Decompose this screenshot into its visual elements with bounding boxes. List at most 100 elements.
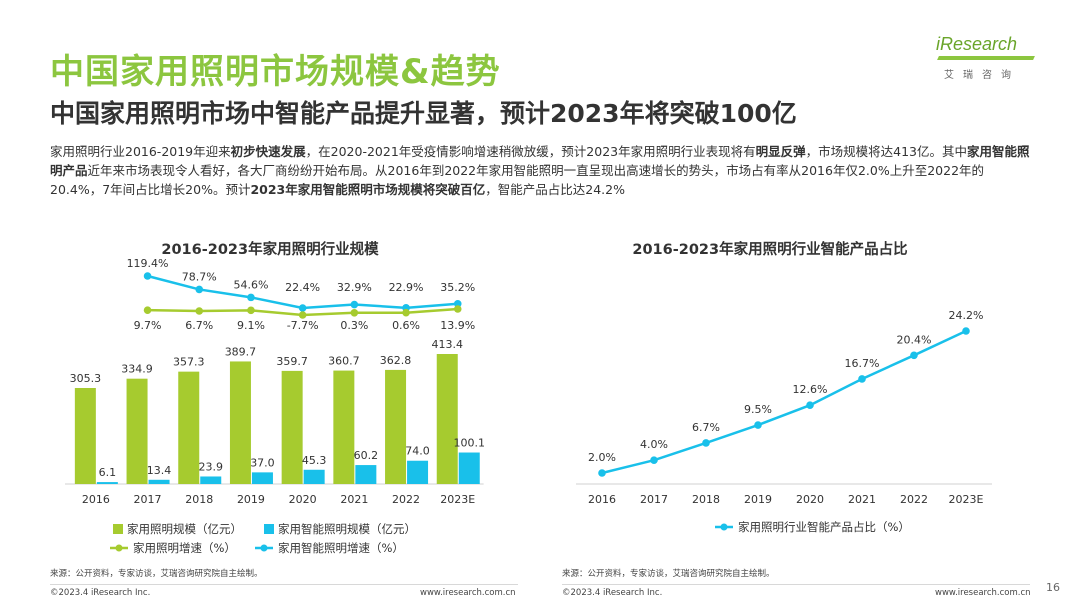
label-smart-growth: 22.4%	[285, 281, 320, 294]
point-lighting-growth	[350, 308, 359, 317]
bar-smart-lighting-market	[251, 472, 273, 484]
legend-label-share: 家用照明行业智能产品占比（%）	[738, 520, 910, 534]
legend-swatch-smart	[264, 524, 274, 534]
bar-lighting-market	[178, 371, 200, 484]
x-tick-label: 2019	[744, 493, 772, 506]
point-smart-share	[806, 401, 814, 409]
right-footer-copyright: ©2023.4 iResearch Inc.	[562, 588, 663, 598]
bar-label-smart: 60.2	[354, 449, 379, 462]
x-tick-label: 2022	[900, 493, 928, 506]
bar-smart-lighting-market	[148, 479, 170, 484]
legend-marker-share	[720, 523, 728, 531]
label-lighting-growth: -7.7%	[287, 319, 319, 332]
label-lighting-growth: 6.7%	[185, 319, 213, 332]
legend-label-lighting: 家用照明规模（亿元）	[127, 522, 242, 536]
legend-label-smart-growth: 家用智能照明增速（%）	[278, 541, 404, 555]
point-smart-share	[598, 469, 606, 477]
bar-lighting-market	[333, 370, 355, 484]
bar-label-lighting: 413.4	[432, 338, 464, 351]
logo-text: iResearch	[936, 34, 1018, 54]
legend-label-smart: 家用智能照明规模（亿元）	[278, 522, 416, 536]
x-tick-label: 2017	[640, 493, 668, 506]
intro-text-1: 家用照明行业2016-2019年迎来	[50, 144, 231, 159]
left-footer-url[interactable]: www.iresearch.com.cn	[420, 588, 516, 598]
bar-label-smart: 100.1	[454, 437, 486, 450]
x-tick-label: 2022	[392, 493, 420, 506]
page-number: 16	[1046, 581, 1060, 594]
bar-lighting-market	[436, 354, 458, 484]
intro-text-2: ，在2020-2021年受疫情影响增速稍微放缓，预计2023年家用照明行业表现将…	[305, 144, 756, 159]
page-subtitle: 中国家用照明市场中智能产品提升显著，预计2023年将突破100亿	[50, 99, 797, 128]
x-tick-label: 2019	[237, 493, 265, 506]
label-lighting-growth: 0.3%	[340, 319, 368, 332]
right-footer-line	[562, 584, 1030, 585]
point-smart-share	[962, 327, 970, 335]
x-tick-label: 2016	[82, 493, 110, 506]
x-tick-label: 2021	[340, 493, 368, 506]
left-footer-line	[50, 584, 518, 585]
x-tick-label: 2020	[289, 493, 317, 506]
point-lighting-growth	[143, 306, 152, 314]
point-lighting-growth	[298, 311, 307, 319]
bar-label-smart: 74.0	[405, 445, 430, 458]
label-smart-growth: 54.6%	[233, 278, 268, 291]
point-lighting-growth	[195, 307, 204, 315]
bar-lighting-market	[229, 361, 251, 484]
point-smart-share	[650, 456, 658, 465]
right-footer-url[interactable]: www.iresearch.com.cn	[935, 588, 1031, 598]
intro-bold-4: 2023年家用智能照明市场规模将突破百亿	[250, 182, 486, 197]
point-smart-growth	[247, 293, 255, 302]
bar-smart-lighting-market	[303, 469, 325, 484]
label-smart-share: 12.6%	[793, 383, 828, 396]
line-smart-share	[601, 329, 967, 475]
bar-label-lighting: 334.9	[121, 363, 153, 376]
bar-label-lighting: 305.3	[70, 372, 102, 385]
legend-label-lighting-growth: 家用照明增速（%）	[133, 541, 236, 555]
bar-label-smart: 37.0	[250, 456, 275, 469]
label-smart-growth: 78.7%	[182, 270, 217, 283]
x-tick-label: 2021	[848, 493, 876, 506]
x-tick-label: 2020	[796, 493, 824, 506]
x-tick-label: 2018	[692, 493, 720, 506]
point-smart-share	[702, 439, 710, 447]
point-lighting-growth	[453, 305, 462, 313]
iresearch-logo: iResearch 艾瑞咨询	[936, 34, 1046, 84]
point-smart-growth	[453, 299, 462, 308]
bar-label-lighting: 389.7	[225, 345, 257, 358]
x-tick-label: 2018	[185, 493, 213, 506]
right-chart-title: 2016-2023年家用照明行业智能产品占比	[632, 242, 908, 258]
bar-lighting-market	[74, 387, 96, 484]
bar-smart-lighting-market	[355, 465, 377, 484]
label-smart-growth: 35.2%	[440, 281, 475, 294]
bar-label-lighting: 360.7	[328, 355, 360, 368]
logo-subtext: 艾瑞咨询	[944, 70, 1020, 81]
x-tick-label: 2023E	[949, 493, 984, 506]
label-smart-growth: 22.9%	[389, 281, 424, 294]
x-tick-label: 2016	[588, 493, 616, 506]
intro-text-3: ，市场规模将达413亿。其中	[805, 144, 967, 159]
bar-label-lighting: 362.8	[380, 354, 412, 367]
page-title: 中国家用照明市场规模&趋势	[50, 52, 501, 92]
bar-label-lighting: 359.7	[276, 355, 308, 368]
right-source: 来源：公开资料，专家访谈，艾瑞咨询研究院自主绘制。	[562, 569, 775, 579]
point-lighting-growth	[247, 306, 255, 315]
point-smart-share	[858, 375, 866, 383]
bar-label-smart: 45.3	[302, 454, 327, 467]
bar-lighting-market	[385, 369, 407, 484]
label-smart-share: 6.7%	[692, 421, 720, 434]
bar-lighting-market	[281, 370, 303, 484]
intro-text-5: ，智能产品占比达24.2%	[485, 182, 625, 197]
point-smart-growth	[143, 272, 152, 280]
label-smart-growth: 32.9%	[337, 281, 372, 294]
point-smart-share	[910, 351, 918, 360]
bar-lighting-market	[126, 378, 148, 484]
label-smart-share: 2.0%	[588, 451, 616, 464]
x-tick-label: 2017	[134, 493, 162, 506]
label-smart-growth: 119.4%	[127, 257, 169, 270]
label-smart-share: 16.7%	[845, 357, 880, 370]
bar-smart-lighting-market	[96, 482, 118, 484]
label-smart-share: 20.4%	[897, 333, 932, 346]
point-smart-growth	[350, 300, 359, 309]
